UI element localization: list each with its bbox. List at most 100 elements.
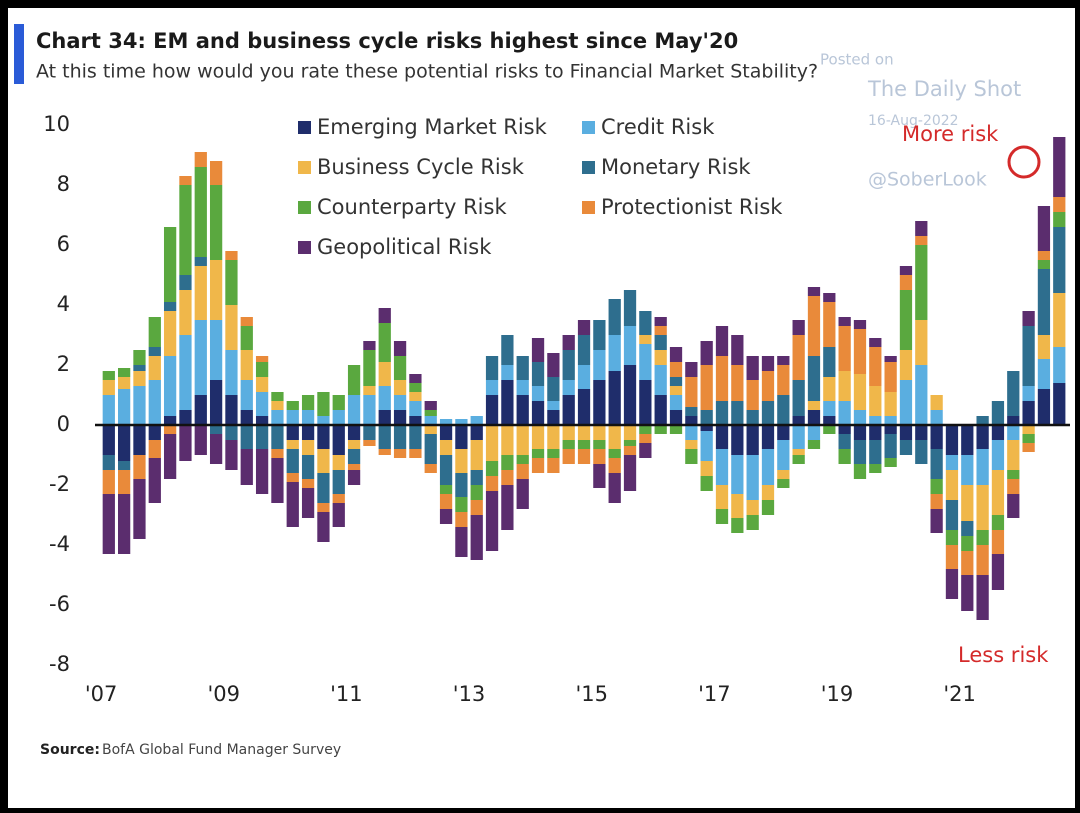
- x-tick-label: '07: [85, 682, 118, 706]
- bar-segment: [930, 425, 943, 449]
- bar-segment: [869, 386, 882, 416]
- plot: 10 8 6 4 2 0 -2 -4 -6 -8 '07 '09 '11 '13 '15 '17 '19 '21: [43, 112, 1070, 706]
- bar-segment: [531, 449, 545, 458]
- bar-segment: [930, 449, 943, 479]
- bar-segment: [332, 395, 345, 410]
- bar-segment: [286, 425, 299, 440]
- bar-segment: [577, 389, 591, 425]
- bar-segment: [194, 257, 207, 266]
- bar-segment: [639, 425, 652, 434]
- bar-segment: [102, 395, 115, 425]
- bar-segment: [869, 347, 882, 386]
- bar-segment: [102, 425, 115, 455]
- bar-segment: [577, 449, 591, 464]
- bar-segment: [853, 425, 867, 440]
- highlight-circle: [1007, 145, 1041, 179]
- bar-segment: [286, 401, 299, 410]
- bar-segment: [823, 293, 836, 302]
- bar-segment: [792, 320, 805, 335]
- bar-segment: [838, 434, 851, 449]
- bar-segment: [961, 575, 974, 611]
- bar-segment: [899, 440, 913, 455]
- legend-label: Counterparty Risk: [317, 195, 507, 219]
- bar-segment: [240, 425, 253, 449]
- bar-segment: [945, 455, 959, 470]
- bar-segment: [455, 527, 468, 557]
- bar-segment: [393, 380, 407, 395]
- bar-segment: [393, 395, 407, 410]
- bar-segment: [363, 425, 376, 440]
- bar-segment: [271, 458, 284, 503]
- bar-segment: [455, 419, 468, 425]
- bar-segment: [347, 440, 361, 449]
- bar-segment: [470, 485, 483, 500]
- bar-segment: [991, 554, 1005, 590]
- bar-segment: [731, 365, 744, 401]
- y-tick-label: -6: [49, 592, 70, 616]
- bar-segment: [991, 530, 1005, 554]
- bar-segment: [823, 401, 836, 416]
- legend-label: Protectionist Risk: [601, 195, 783, 219]
- bar-segment: [562, 380, 575, 395]
- bar-segment: [777, 440, 790, 470]
- bar-segment: [562, 335, 575, 350]
- bar-segment: [715, 509, 729, 524]
- bar-segment: [884, 458, 897, 467]
- bar-segment: [148, 440, 161, 458]
- bar-segment: [148, 317, 161, 347]
- bar-segment: [792, 449, 805, 455]
- bar-segment: [378, 425, 391, 449]
- bar-segment: [363, 350, 376, 386]
- bar-segment: [133, 371, 146, 386]
- bar-segment: [884, 362, 897, 392]
- bar-segment: [455, 497, 468, 512]
- bar-segment: [102, 494, 115, 554]
- bar-segment: [424, 416, 437, 425]
- bar-segment: [807, 440, 821, 449]
- bar-segment: [593, 380, 606, 425]
- bar-segment: [194, 395, 207, 425]
- bar-segment: [853, 320, 867, 329]
- bar-segment: [715, 485, 729, 509]
- bar-segment: [838, 401, 851, 425]
- bar-segment: [347, 395, 361, 425]
- bar-segment: [700, 341, 713, 365]
- bar-segment: [485, 491, 499, 551]
- bar-segment: [669, 425, 683, 434]
- bar-segment: [1022, 401, 1035, 425]
- bar-segment: [761, 356, 775, 371]
- bar-segment: [317, 416, 330, 425]
- bar-segment: [1022, 311, 1035, 326]
- bar-segment: [470, 500, 483, 515]
- bar-segment: [516, 455, 529, 464]
- bar-segment: [853, 410, 867, 425]
- bar-segment: [884, 434, 897, 458]
- bar-segment: [393, 356, 407, 380]
- bar-segment: [715, 425, 729, 449]
- bar-segment: [301, 479, 315, 488]
- bar-segment: [991, 440, 1005, 470]
- bar-segment: [209, 425, 223, 434]
- bar-segment: [731, 455, 744, 494]
- bar-segment: [240, 317, 253, 326]
- bar-segment: [501, 425, 514, 455]
- bar-segment: [639, 443, 652, 458]
- bar-segment: [501, 470, 514, 485]
- bar-segment: [991, 515, 1005, 530]
- bar-segment: [1022, 434, 1035, 443]
- bar-segment: [608, 371, 621, 425]
- bar-segment: [639, 344, 652, 380]
- bar-segment: [194, 266, 207, 320]
- bar-segment: [976, 545, 989, 575]
- bar-segment: [792, 416, 805, 425]
- watermark: @SoberLook: [868, 169, 987, 191]
- bar-segment: [332, 410, 345, 425]
- bar-segment: [531, 458, 545, 473]
- bar-segment: [209, 434, 223, 464]
- bar-segment: [194, 320, 207, 395]
- y-tick-label: 6: [57, 232, 70, 256]
- bar-segment: [347, 470, 361, 485]
- bar-segment: [301, 425, 315, 440]
- source-label: Source:: [40, 742, 100, 758]
- bar-segment: [317, 392, 330, 416]
